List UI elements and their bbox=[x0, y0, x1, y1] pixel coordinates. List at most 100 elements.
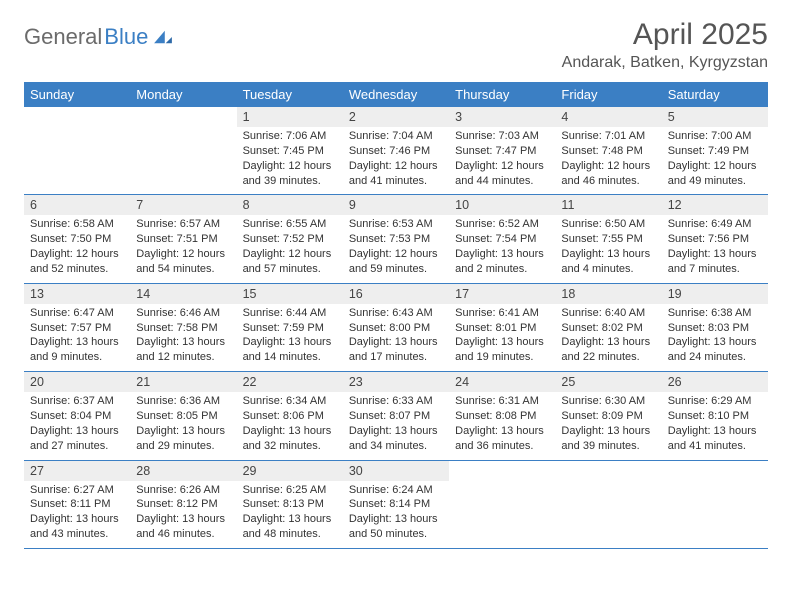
calendar-week-row: 20Sunrise: 6:37 AMSunset: 8:04 PMDayligh… bbox=[24, 372, 768, 460]
day-info: Sunrise: 7:03 AMSunset: 7:47 PMDaylight:… bbox=[449, 127, 555, 188]
day-info-line: Sunrise: 6:34 AM bbox=[243, 394, 337, 409]
day-info-line: Sunset: 7:52 PM bbox=[243, 232, 337, 247]
calendar-cell: 20Sunrise: 6:37 AMSunset: 8:04 PMDayligh… bbox=[24, 372, 130, 459]
weeks-container: 1Sunrise: 7:06 AMSunset: 7:45 PMDaylight… bbox=[24, 107, 768, 549]
calendar-cell bbox=[555, 461, 661, 548]
day-info-line: and 50 minutes. bbox=[349, 527, 443, 542]
day-info-line: Daylight: 12 hours bbox=[30, 247, 124, 262]
day-info-line: Sunset: 8:09 PM bbox=[561, 409, 655, 424]
day-info: Sunrise: 6:57 AMSunset: 7:51 PMDaylight:… bbox=[130, 215, 236, 276]
day-info-line: Sunrise: 7:04 AM bbox=[349, 129, 443, 144]
day-info-line: Sunset: 8:14 PM bbox=[349, 497, 443, 512]
day-number: 13 bbox=[24, 284, 130, 304]
day-info-line: Daylight: 13 hours bbox=[349, 424, 443, 439]
calendar-cell: 12Sunrise: 6:49 AMSunset: 7:56 PMDayligh… bbox=[662, 195, 768, 282]
weekday-header: Sunday bbox=[24, 82, 130, 107]
day-info-line: and 12 minutes. bbox=[136, 350, 230, 365]
day-number: 9 bbox=[343, 195, 449, 215]
day-number: 23 bbox=[343, 372, 449, 392]
day-info-line: Sunrise: 7:01 AM bbox=[561, 129, 655, 144]
calendar-cell: 11Sunrise: 6:50 AMSunset: 7:55 PMDayligh… bbox=[555, 195, 661, 282]
day-number: 1 bbox=[237, 107, 343, 127]
weekday-header: Tuesday bbox=[237, 82, 343, 107]
day-info-line: Daylight: 13 hours bbox=[349, 512, 443, 527]
day-number: 5 bbox=[662, 107, 768, 127]
weekday-header: Friday bbox=[555, 82, 661, 107]
day-info-line: Daylight: 13 hours bbox=[136, 512, 230, 527]
day-number bbox=[449, 461, 555, 467]
calendar-cell bbox=[130, 107, 236, 194]
day-info-line: and 7 minutes. bbox=[668, 262, 762, 277]
day-number bbox=[24, 107, 130, 113]
day-info: Sunrise: 6:46 AMSunset: 7:58 PMDaylight:… bbox=[130, 304, 236, 365]
day-info-line: Sunset: 8:13 PM bbox=[243, 497, 337, 512]
day-info-line: and 46 minutes. bbox=[561, 174, 655, 189]
day-info: Sunrise: 6:29 AMSunset: 8:10 PMDaylight:… bbox=[662, 392, 768, 453]
day-info: Sunrise: 6:34 AMSunset: 8:06 PMDaylight:… bbox=[237, 392, 343, 453]
calendar-cell: 29Sunrise: 6:25 AMSunset: 8:13 PMDayligh… bbox=[237, 461, 343, 548]
day-info-line: and 32 minutes. bbox=[243, 439, 337, 454]
day-info-line: Sunrise: 6:49 AM bbox=[668, 217, 762, 232]
day-info-line: Sunrise: 6:36 AM bbox=[136, 394, 230, 409]
day-info-line: Sunset: 7:45 PM bbox=[243, 144, 337, 159]
weekday-header: Thursday bbox=[449, 82, 555, 107]
day-info: Sunrise: 6:31 AMSunset: 8:08 PMDaylight:… bbox=[449, 392, 555, 453]
day-number: 17 bbox=[449, 284, 555, 304]
day-info-line: Sunrise: 6:50 AM bbox=[561, 217, 655, 232]
day-info: Sunrise: 6:25 AMSunset: 8:13 PMDaylight:… bbox=[237, 481, 343, 542]
day-info: Sunrise: 6:36 AMSunset: 8:05 PMDaylight:… bbox=[130, 392, 236, 453]
day-number: 12 bbox=[662, 195, 768, 215]
day-info-line: Daylight: 13 hours bbox=[561, 247, 655, 262]
calendar-cell: 23Sunrise: 6:33 AMSunset: 8:07 PMDayligh… bbox=[343, 372, 449, 459]
day-number bbox=[662, 461, 768, 467]
day-info-line: and 49 minutes. bbox=[668, 174, 762, 189]
calendar-cell: 24Sunrise: 6:31 AMSunset: 8:08 PMDayligh… bbox=[449, 372, 555, 459]
day-info-line: Daylight: 13 hours bbox=[349, 335, 443, 350]
logo-word-blue: Blue bbox=[104, 24, 148, 50]
day-info-line: Sunset: 7:58 PM bbox=[136, 321, 230, 336]
day-number: 21 bbox=[130, 372, 236, 392]
day-info-line: and 24 minutes. bbox=[668, 350, 762, 365]
calendar-cell: 19Sunrise: 6:38 AMSunset: 8:03 PMDayligh… bbox=[662, 284, 768, 371]
day-number: 4 bbox=[555, 107, 661, 127]
day-info-line: and 41 minutes. bbox=[668, 439, 762, 454]
day-info: Sunrise: 6:30 AMSunset: 8:09 PMDaylight:… bbox=[555, 392, 661, 453]
day-info-line: Sunrise: 6:31 AM bbox=[455, 394, 549, 409]
calendar-page: General Blue April 2025 Andarak, Batken,… bbox=[0, 0, 792, 549]
calendar-cell: 28Sunrise: 6:26 AMSunset: 8:12 PMDayligh… bbox=[130, 461, 236, 548]
day-info-line: Daylight: 13 hours bbox=[136, 335, 230, 350]
day-info-line: Sunrise: 6:41 AM bbox=[455, 306, 549, 321]
day-info: Sunrise: 6:37 AMSunset: 8:04 PMDaylight:… bbox=[24, 392, 130, 453]
calendar-cell: 1Sunrise: 7:06 AMSunset: 7:45 PMDaylight… bbox=[237, 107, 343, 194]
day-info-line: Daylight: 12 hours bbox=[136, 247, 230, 262]
day-info: Sunrise: 6:55 AMSunset: 7:52 PMDaylight:… bbox=[237, 215, 343, 276]
day-info: Sunrise: 7:04 AMSunset: 7:46 PMDaylight:… bbox=[343, 127, 449, 188]
day-info-line: Daylight: 13 hours bbox=[668, 247, 762, 262]
day-info-line: Sunset: 7:50 PM bbox=[30, 232, 124, 247]
day-number: 22 bbox=[237, 372, 343, 392]
day-info-line: Sunrise: 6:43 AM bbox=[349, 306, 443, 321]
day-info-line: Sunset: 7:59 PM bbox=[243, 321, 337, 336]
page-header: General Blue April 2025 Andarak, Batken,… bbox=[24, 18, 768, 72]
day-info-line: Daylight: 13 hours bbox=[30, 335, 124, 350]
calendar-cell: 14Sunrise: 6:46 AMSunset: 7:58 PMDayligh… bbox=[130, 284, 236, 371]
day-info-line: and 54 minutes. bbox=[136, 262, 230, 277]
day-number: 25 bbox=[555, 372, 661, 392]
day-info-line: and 57 minutes. bbox=[243, 262, 337, 277]
day-info-line: and 34 minutes. bbox=[349, 439, 443, 454]
calendar-cell: 27Sunrise: 6:27 AMSunset: 8:11 PMDayligh… bbox=[24, 461, 130, 548]
day-number: 26 bbox=[662, 372, 768, 392]
calendar-cell: 10Sunrise: 6:52 AMSunset: 7:54 PMDayligh… bbox=[449, 195, 555, 282]
day-info-line: Sunset: 8:01 PM bbox=[455, 321, 549, 336]
day-number: 14 bbox=[130, 284, 236, 304]
day-info: Sunrise: 7:01 AMSunset: 7:48 PMDaylight:… bbox=[555, 127, 661, 188]
day-info-line: and 29 minutes. bbox=[136, 439, 230, 454]
day-info-line: Sunrise: 6:57 AM bbox=[136, 217, 230, 232]
day-info-line: Sunset: 8:11 PM bbox=[30, 497, 124, 512]
day-info-line: Sunrise: 6:33 AM bbox=[349, 394, 443, 409]
day-info-line: Sunset: 7:51 PM bbox=[136, 232, 230, 247]
calendar-cell: 2Sunrise: 7:04 AMSunset: 7:46 PMDaylight… bbox=[343, 107, 449, 194]
day-number: 11 bbox=[555, 195, 661, 215]
day-info-line: Sunrise: 7:00 AM bbox=[668, 129, 762, 144]
day-info: Sunrise: 6:53 AMSunset: 7:53 PMDaylight:… bbox=[343, 215, 449, 276]
